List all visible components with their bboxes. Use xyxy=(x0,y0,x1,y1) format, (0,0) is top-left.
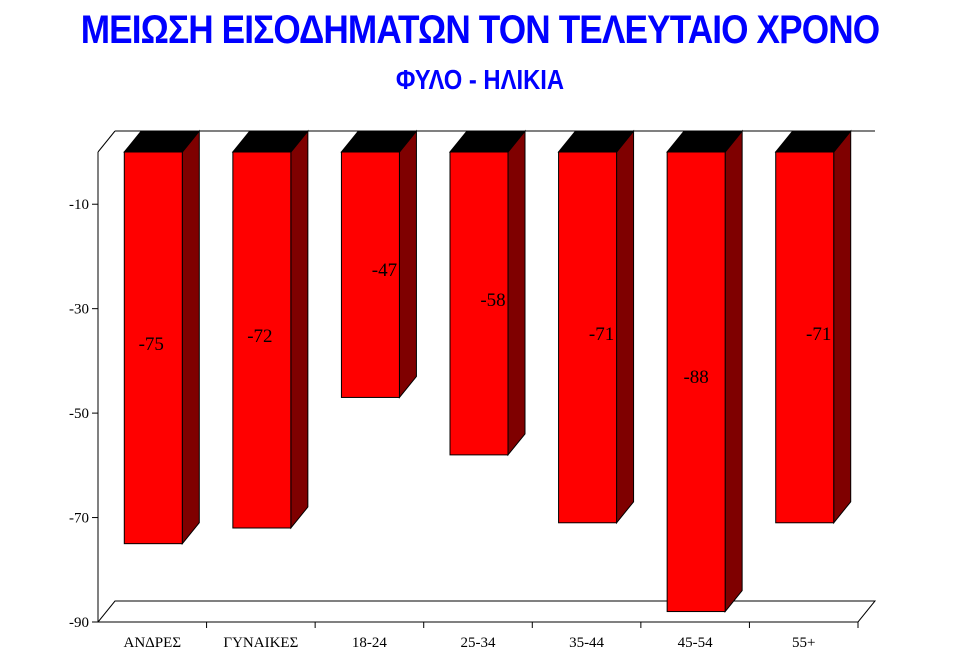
chart-floor xyxy=(96,600,877,623)
bar-side xyxy=(290,129,309,530)
bar-side xyxy=(181,129,200,546)
x-tick-label: 18-24 xyxy=(352,635,387,651)
bar xyxy=(449,151,509,456)
x-tick-label: ΓΥΝΑΙΚΕΣ xyxy=(223,635,298,651)
bar-side xyxy=(507,129,526,457)
x-tick-label: 35-44 xyxy=(569,635,604,651)
bar xyxy=(558,151,618,524)
chart-title: ΜΕΙΩΣΗ ΕΙΣΟΔΗΜΑΤΩΝ ΤΟΝ ΤΕΛΕΥΤΑΙΟ ΧΡΟΝΟ xyxy=(80,8,880,52)
bar-side xyxy=(833,129,852,525)
y-tick-label: -70 xyxy=(69,511,89,527)
bar xyxy=(340,151,400,398)
data-label: -72 xyxy=(247,326,272,347)
bar-side xyxy=(398,129,417,399)
x-tick-label: 25-34 xyxy=(461,635,496,651)
x-tick-label: 55+ xyxy=(792,635,815,651)
data-label: -71 xyxy=(806,324,831,345)
y-tick-label: -90 xyxy=(69,615,89,631)
data-label: -71 xyxy=(589,324,614,345)
bar xyxy=(666,151,726,613)
y-tick-label: -30 xyxy=(69,302,89,318)
bar-side xyxy=(616,129,635,525)
bar xyxy=(775,151,835,524)
chart-subtitle: ΦΥΛΟ - ΗΛΙΚΙΑ xyxy=(395,64,565,95)
data-label: -47 xyxy=(372,260,397,281)
data-label: -58 xyxy=(480,290,505,311)
data-label: -88 xyxy=(683,367,708,388)
data-label: -75 xyxy=(139,334,164,355)
bar-side xyxy=(724,129,743,613)
x-tick-label: 45-54 xyxy=(678,635,713,651)
x-tick-label: ΑΝΔΡΕΣ xyxy=(124,635,182,651)
bar xyxy=(232,151,292,529)
y-tick-label: -50 xyxy=(69,406,89,422)
y-tick-label: -10 xyxy=(69,197,89,213)
bar xyxy=(123,151,183,545)
back-left-edge xyxy=(97,130,116,153)
